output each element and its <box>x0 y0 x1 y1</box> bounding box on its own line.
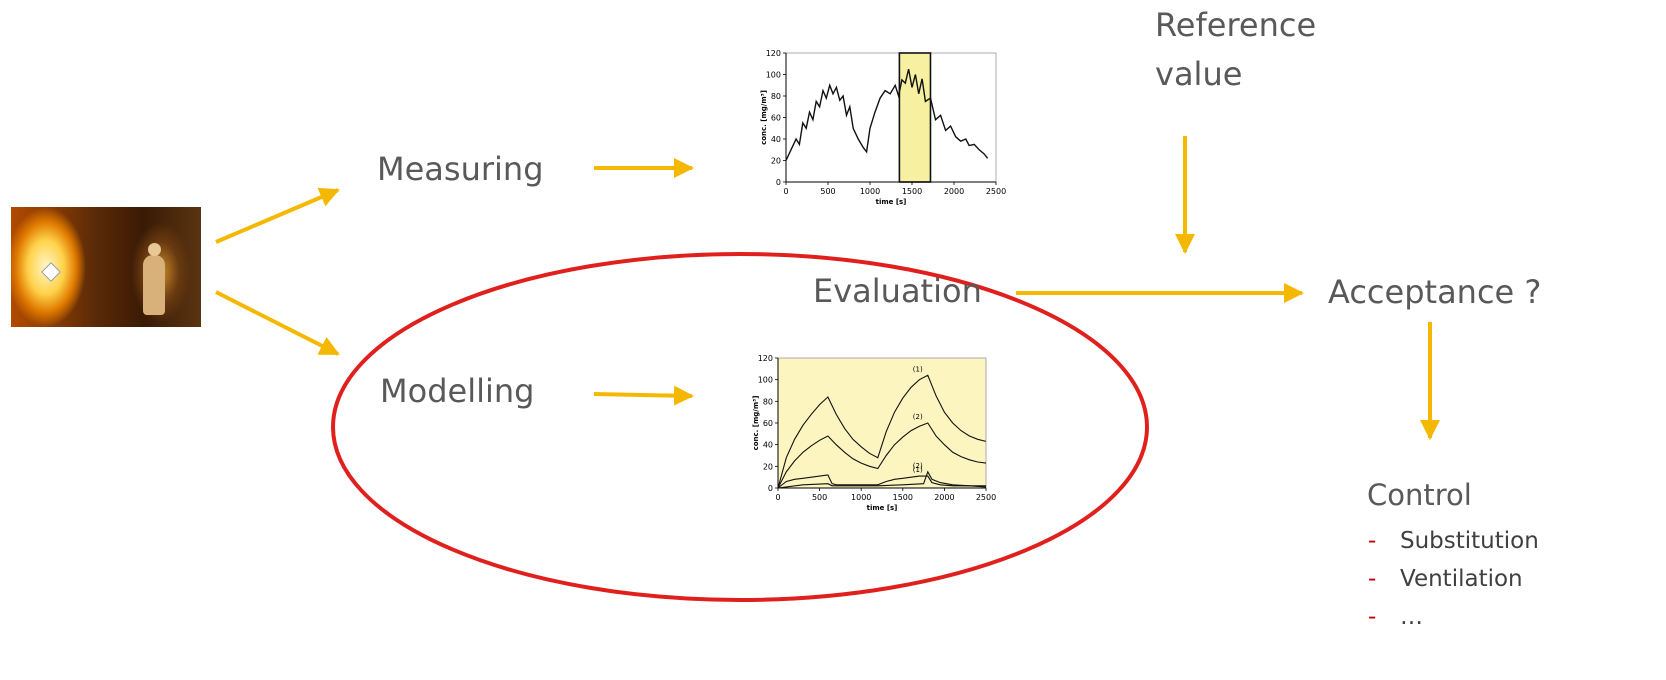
y-tick-label: 60 <box>771 114 781 123</box>
measuring-label: Measuring <box>377 150 544 188</box>
x-tick-label: 0 <box>783 187 788 196</box>
worker-figure <box>143 243 165 315</box>
series-label: (2) <box>913 413 923 421</box>
control-label: Control <box>1367 478 1472 512</box>
x-tick-label: 500 <box>820 187 835 196</box>
series-line-1 <box>777 374 987 489</box>
modelling-highlight-ellipse <box>331 252 1149 602</box>
control-item-more: -… <box>1368 598 1539 636</box>
series-label: (1) <box>913 466 923 474</box>
modelling-label: Modelling <box>380 372 535 410</box>
series-line-3 <box>777 474 987 489</box>
list-bullet: - <box>1368 566 1377 592</box>
series-line-4 <box>777 470 986 489</box>
x-axis-label: time [s] <box>867 504 898 512</box>
y-tick-label: 120 <box>766 49 781 58</box>
x-tick-label: 1500 <box>893 493 913 502</box>
x-tick-label: 1000 <box>851 493 871 502</box>
y-tick-label: 0 <box>776 178 781 187</box>
reference-value-label-line1: Reference <box>1155 6 1317 44</box>
measured-concentration-chart: 0 20 40 60 80 100 120 0 500 1000 1500 2000 2500 time … <box>760 49 1006 206</box>
modelled-concentration-chart: 0 20 40 60 80 100 120 0 500 1000 1500 2000 2500 time … <box>752 354 996 512</box>
x-tick-label: 2500 <box>976 493 996 502</box>
y-tick-label: 20 <box>771 157 781 166</box>
series-line-2 <box>777 422 987 489</box>
plot-area <box>785 52 997 183</box>
series-line-1 <box>785 68 989 161</box>
arrow-photo-to-modelling <box>215 290 340 356</box>
reference-value-label-line2: value <box>1155 55 1243 93</box>
arrow-photo-to-measuring <box>215 187 340 244</box>
y-tick-label: 60 <box>763 419 773 428</box>
control-item-ventilation: - Ventilation <box>1368 560 1539 598</box>
x-tick-label: 0 <box>775 493 780 502</box>
y-axis-label: conc. [mg/m³] <box>760 90 768 145</box>
y-tick-label: 0 <box>768 484 773 493</box>
y-tick-label: 40 <box>763 441 773 450</box>
control-item-label: Ventilation <box>1400 566 1523 592</box>
y-tick-label: 80 <box>763 397 773 406</box>
y-tick-label: 100 <box>766 71 781 80</box>
control-item-substitution: - Substitution <box>1368 522 1539 560</box>
series-label: (1) <box>913 365 923 373</box>
y-tick-label: 20 <box>763 462 773 471</box>
control-item-label: … <box>1400 604 1423 630</box>
x-tick-label: 1000 <box>860 187 880 196</box>
series-label: (2) <box>913 462 923 470</box>
plot-area <box>777 357 987 489</box>
control-measures-list: - Substitution - Ventilation -… <box>1368 522 1539 636</box>
x-tick-label: 2000 <box>944 187 964 196</box>
control-item-label: Substitution <box>1400 528 1539 554</box>
y-tick-label: 40 <box>771 135 781 144</box>
evaluation-label: Evaluation <box>813 272 982 310</box>
x-axis-label: time [s] <box>876 198 907 206</box>
acceptance-label: Acceptance ? <box>1328 273 1542 311</box>
arrow-modelling-to-chart <box>593 385 694 406</box>
y-tick-label: 100 <box>758 376 773 385</box>
y-axis-label: conc. [mg/m³] <box>752 396 760 451</box>
workplace-photo <box>11 207 201 327</box>
x-tick-label: 2500 <box>986 187 1006 196</box>
highlight-window <box>898 52 932 183</box>
list-bullet: - <box>1368 528 1377 554</box>
x-tick-label: 500 <box>812 493 827 502</box>
list-bullet: - <box>1368 604 1377 630</box>
x-tick-label: 2000 <box>934 493 954 502</box>
y-tick-label: 80 <box>771 92 781 101</box>
x-tick-label: 1500 <box>902 187 922 196</box>
y-tick-label: 120 <box>758 354 773 363</box>
